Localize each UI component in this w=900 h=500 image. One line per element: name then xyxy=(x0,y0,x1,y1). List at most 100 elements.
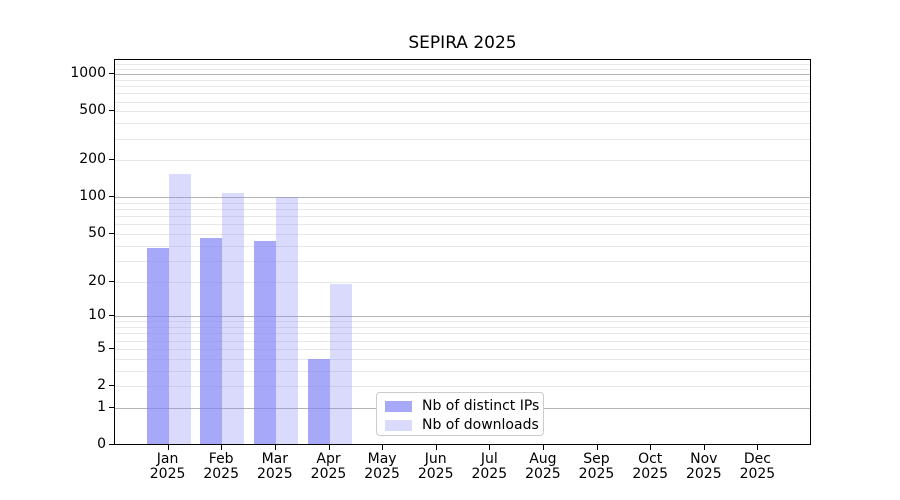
x-tick-year: 2025 xyxy=(525,466,561,482)
y-tick-mark-500 xyxy=(109,110,114,112)
y-tick-label-1: 1 xyxy=(97,398,106,415)
y-tick-mark-1 xyxy=(109,406,114,408)
x-tick-label-jul: Jul 2025 xyxy=(449,452,529,482)
minor-gridline xyxy=(115,202,810,204)
minor-gridline xyxy=(115,209,810,211)
x-tick-label-oct: Oct 2025 xyxy=(610,452,690,482)
y-tick-label-10: 10 xyxy=(88,307,106,324)
y-tick-label-1000: 1000 xyxy=(70,65,106,82)
minor-gridline xyxy=(115,101,810,103)
legend-label-downloads: Nb of downloads xyxy=(422,417,539,433)
y-tick-label-100: 100 xyxy=(79,188,106,205)
y-tick-label-0: 0 xyxy=(97,436,106,452)
y-tick-mark-2 xyxy=(109,385,114,386)
minor-gridline xyxy=(115,386,810,387)
minor-gridline xyxy=(115,260,810,262)
minor-gridline xyxy=(115,79,810,81)
x-tick-year: 2025 xyxy=(739,466,776,482)
x-tick-month: Apr xyxy=(316,451,341,467)
x-tick-month: Feb xyxy=(208,451,234,467)
minor-gridline xyxy=(115,245,810,247)
minor-gridline xyxy=(115,123,810,125)
minor-gridline xyxy=(115,86,810,88)
bar-apr-downloads xyxy=(329,284,352,444)
minor-gridline xyxy=(115,333,810,335)
x-tick-month: Nov xyxy=(690,451,718,467)
x-tick-label-feb: Feb 2025 xyxy=(181,452,261,482)
bar-mar-distinct-ips xyxy=(253,240,276,444)
y-tick-mark-1000 xyxy=(109,73,114,75)
x-tick-year: 2025 xyxy=(149,466,186,482)
minor-gridline xyxy=(115,160,810,162)
y-tick-mark-50 xyxy=(109,232,114,234)
x-tick-month: Jun xyxy=(424,451,447,467)
y-tick-label-20: 20 xyxy=(88,272,106,289)
x-tick-label-apr: Apr 2025 xyxy=(289,452,369,482)
minor-gridline xyxy=(115,93,810,95)
x-tick-mark-jul xyxy=(489,445,491,450)
bar-mar-downloads xyxy=(275,197,298,444)
x-tick-mark-nov xyxy=(703,445,705,450)
bar-feb-downloads xyxy=(222,192,245,444)
x-tick-mark-aug xyxy=(542,445,544,450)
x-tick-label-sep: Sep 2025 xyxy=(557,452,637,482)
minor-gridline xyxy=(115,327,810,329)
minor-gridline xyxy=(115,281,810,283)
x-tick-year: 2025 xyxy=(364,466,400,482)
y-tick-label-50: 50 xyxy=(88,224,106,241)
x-tick-mark-apr xyxy=(328,445,330,450)
x-tick-mark-sep xyxy=(596,445,598,450)
x-tick-month: Aug xyxy=(529,451,557,467)
major-gridline-1000 xyxy=(115,74,810,76)
x-tick-label-dec: Dec 2025 xyxy=(717,452,797,482)
y-tick-mark-20 xyxy=(109,280,114,282)
x-tick-month: May xyxy=(367,451,397,467)
legend-label-distinct-ips: Nb of distinct IPs xyxy=(422,398,540,414)
major-gridline-10 xyxy=(115,316,810,318)
x-tick-month: Sep xyxy=(583,451,610,467)
minor-gridline xyxy=(115,358,810,360)
x-tick-label-mar: Mar 2025 xyxy=(235,452,315,482)
x-tick-year: 2025 xyxy=(632,466,668,482)
x-tick-mark-jun xyxy=(435,445,437,450)
minor-gridline xyxy=(115,224,810,226)
minor-gridline xyxy=(115,64,810,66)
y-tick-mark-10 xyxy=(109,315,114,317)
legend-swatch-downloads xyxy=(385,419,412,431)
y-tick-mark-200 xyxy=(109,159,114,161)
x-tick-month: Dec xyxy=(743,451,771,467)
minor-gridline xyxy=(115,69,810,70)
minor-gridline xyxy=(115,321,810,323)
x-tick-year: 2025 xyxy=(471,466,508,482)
x-tick-mark-feb xyxy=(221,445,223,450)
y-tick-label-5: 5 xyxy=(97,339,106,356)
x-tick-mark-jan xyxy=(167,445,169,450)
minor-gridline xyxy=(115,348,810,350)
y-tick-label-200: 200 xyxy=(79,151,106,168)
x-tick-year: 2025 xyxy=(417,466,454,482)
x-tick-mark-may xyxy=(382,445,384,450)
x-tick-label-aug: Aug 2025 xyxy=(503,452,583,482)
x-tick-label-jan: Jan 2025 xyxy=(128,452,208,482)
x-tick-mark-oct xyxy=(650,445,652,450)
minor-gridline xyxy=(115,138,810,140)
chart-title: SEPIRA 2025 xyxy=(408,33,517,53)
minor-gridline xyxy=(115,340,810,342)
legend-swatch-distinct-ips xyxy=(385,400,412,412)
x-tick-year: 2025 xyxy=(685,466,722,482)
x-tick-label-nov: Nov 2025 xyxy=(664,452,744,482)
minor-gridline xyxy=(115,111,810,113)
x-tick-year: 2025 xyxy=(256,466,293,482)
x-tick-label-jun: Jun 2025 xyxy=(396,452,476,482)
minor-gridline xyxy=(115,370,810,372)
x-tick-mark-mar xyxy=(274,445,276,450)
y-tick-mark-5 xyxy=(109,347,114,349)
x-tick-mark-dec xyxy=(757,445,759,450)
y-tick-label-2: 2 xyxy=(97,377,106,393)
x-tick-year: 2025 xyxy=(578,466,615,482)
x-tick-month: Mar xyxy=(261,451,288,467)
y-tick-mark-100 xyxy=(109,196,114,198)
x-tick-year: 2025 xyxy=(310,466,347,482)
bar-feb-distinct-ips xyxy=(200,238,223,444)
